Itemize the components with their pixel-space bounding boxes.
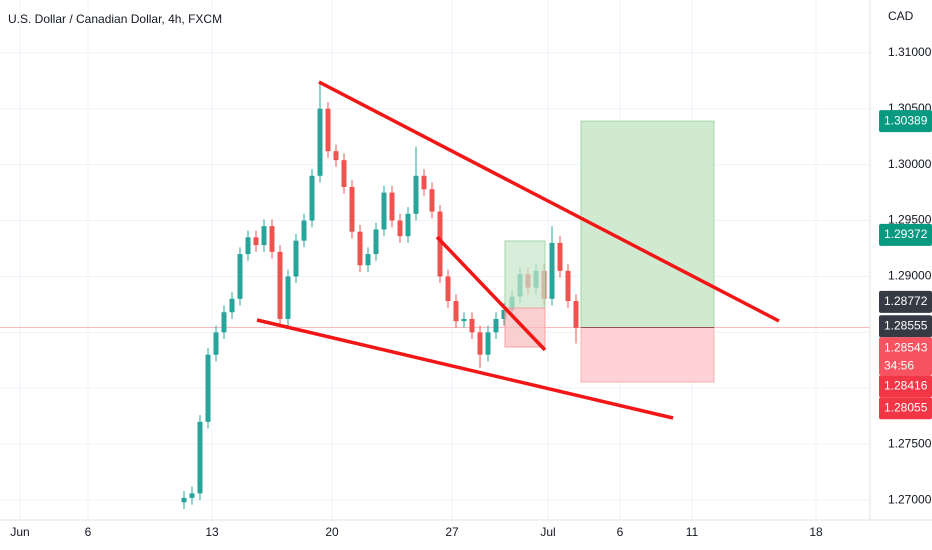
- target-zone: [580, 120, 715, 329]
- price-tag: [879, 315, 932, 338]
- candle-body: [405, 213, 411, 237]
- price-tag: [879, 375, 932, 398]
- candle-body: [437, 211, 443, 277]
- candle-body: [301, 220, 307, 241]
- candle-body: [317, 108, 323, 176]
- price-tag-label: 1.28055: [884, 400, 928, 414]
- candle-body: [221, 312, 227, 333]
- candle-body: [485, 332, 491, 355]
- x-tick-label: Jul: [540, 525, 555, 539]
- candle-body: [333, 151, 339, 161]
- price-tag-label: 1.29372: [884, 227, 928, 241]
- price-tag-label: 1.28543: [884, 340, 928, 354]
- candle-body: [397, 220, 403, 237]
- price-tag-label: 1.28772: [884, 294, 928, 308]
- candle-body: [565, 270, 571, 302]
- candle-body: [253, 237, 259, 246]
- candle-body: [197, 421, 203, 494]
- candle-body: [501, 309, 507, 319]
- axes: 1.270001.275001.280001.285001.290001.295…: [10, 45, 932, 539]
- candle-body: [477, 332, 483, 355]
- candle-body: [469, 318, 475, 333]
- candle-body: [325, 108, 331, 152]
- x-tick-label: 27: [445, 525, 459, 539]
- price-tag-label: 1.30389: [884, 113, 928, 127]
- y-tick-label: 1.27000: [888, 492, 932, 506]
- candle-body: [213, 332, 219, 355]
- price-tag-label: 1.28416: [884, 378, 928, 392]
- drawings: [256, 80, 780, 420]
- chart-title: U.S. Dollar / Canadian Dollar, 4h, FXCM: [8, 12, 222, 26]
- candle-body: [357, 231, 363, 266]
- candle-body: [229, 298, 235, 313]
- y-tick-label: 1.29500: [888, 213, 932, 227]
- candle-body: [341, 160, 347, 187]
- x-tick-label: 6: [85, 525, 92, 539]
- candle-body: [293, 240, 299, 277]
- candle-body: [365, 254, 371, 266]
- price-tag: [879, 110, 932, 133]
- y-tick-label: 1.29000: [888, 269, 932, 283]
- price-tag-label: 1.28555: [884, 318, 928, 332]
- price-tag: [879, 397, 932, 420]
- trendline: [318, 80, 780, 323]
- x-tick-label: 13: [205, 525, 219, 539]
- candle-body: [285, 276, 291, 319]
- candle-body: [549, 242, 555, 299]
- y-tick-label: 1.27500: [888, 436, 932, 450]
- candle-body: [269, 226, 275, 252]
- candles: [181, 80, 579, 510]
- x-tick-label: 18: [809, 525, 823, 539]
- candle-body: [261, 226, 267, 246]
- candle-body: [493, 318, 499, 333]
- position-tool: [0, 120, 870, 383]
- candle-body: [389, 192, 395, 221]
- candle-body: [349, 186, 355, 232]
- y-tick-label: 1.31000: [888, 45, 932, 59]
- x-tick-label: 6: [617, 525, 624, 539]
- candle-body: [413, 175, 419, 214]
- candle-body: [237, 254, 243, 299]
- candle-body: [429, 189, 435, 212]
- price-tag: [879, 337, 932, 376]
- candle-body: [181, 497, 187, 503]
- candle-body: [373, 229, 379, 255]
- grid: [0, 0, 870, 520]
- candle-body: [557, 242, 563, 271]
- x-tick-label: 20: [325, 525, 339, 539]
- price-tag: [879, 223, 932, 246]
- candle-body: [573, 301, 579, 328]
- candle-body: [205, 354, 211, 422]
- stop-zone: [580, 327, 715, 383]
- x-tick-label: 11: [686, 525, 699, 539]
- candle-body: [453, 301, 459, 322]
- candle-body: [245, 237, 251, 255]
- candle-body: [381, 192, 387, 230]
- x-tick-label: Jun: [10, 525, 29, 539]
- candle-body: [421, 175, 427, 190]
- candle-body: [445, 276, 451, 302]
- trendline: [435, 235, 547, 352]
- currency-label: CAD: [888, 9, 914, 23]
- small-target-box: [504, 240, 546, 309]
- candle-body: [461, 318, 467, 322]
- price-tag: [879, 290, 932, 313]
- y-tick-label: 1.30000: [888, 157, 932, 171]
- candle-body: [189, 493, 195, 498]
- candle-body: [277, 251, 283, 319]
- countdown: 34:56: [884, 358, 914, 372]
- candle-body: [309, 175, 315, 221]
- trendline: [256, 318, 674, 420]
